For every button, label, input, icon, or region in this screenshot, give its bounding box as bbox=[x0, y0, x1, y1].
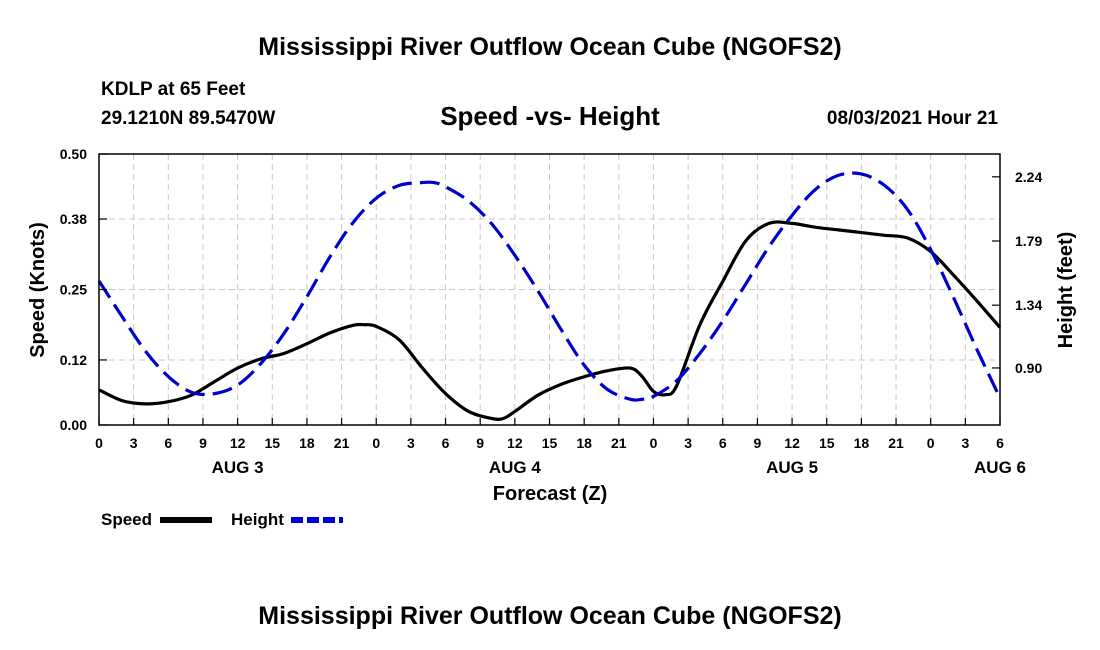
legend: Speed Height bbox=[101, 510, 343, 529]
x-tick-label: 0 bbox=[650, 435, 658, 451]
x-tick-label: 6 bbox=[719, 435, 727, 451]
location-label: 29.1210N 89.5470W bbox=[101, 108, 275, 129]
x-tick-label: 15 bbox=[819, 435, 835, 451]
x-tick-label: 21 bbox=[334, 435, 350, 451]
x-tick-label: 3 bbox=[961, 435, 969, 451]
grid bbox=[99, 154, 1000, 425]
x-tick-label: 12 bbox=[507, 435, 523, 451]
x-tick-label: 9 bbox=[199, 435, 207, 451]
x-tick-label: 15 bbox=[264, 435, 280, 451]
y-tick-label: 0.00 bbox=[60, 417, 87, 433]
x-tick-label: 9 bbox=[476, 435, 484, 451]
chart-main-title: Mississippi River Outflow Ocean Cube (NG… bbox=[258, 33, 841, 61]
y2-axis-label: Height (feet) bbox=[1055, 232, 1077, 349]
y-axis-label: Speed (Knots) bbox=[27, 222, 49, 358]
x-tick-label: 18 bbox=[854, 435, 870, 451]
axis-ticks bbox=[98, 153, 1001, 426]
x-tick-label: 12 bbox=[784, 435, 800, 451]
series-line-speed bbox=[98, 220, 1002, 421]
x-tick-label: 21 bbox=[888, 435, 904, 451]
x-tick-label: 3 bbox=[130, 435, 138, 451]
datetime-label: 08/03/2021 Hour 21 bbox=[827, 108, 999, 129]
x-tick-label: 3 bbox=[684, 435, 692, 451]
y-tick-label: 0.50 bbox=[60, 146, 87, 162]
y-tick-label: 0.38 bbox=[60, 211, 87, 227]
x-tick-label: 18 bbox=[576, 435, 592, 451]
series-layer bbox=[97, 171, 1002, 421]
x-tick-label: 6 bbox=[164, 435, 172, 451]
y2-tick-label: 1.34 bbox=[1015, 297, 1042, 313]
chart-subtitle: Speed -vs- Height bbox=[440, 101, 660, 131]
x-tick-label: 12 bbox=[230, 435, 246, 451]
x-tick-label: 18 bbox=[299, 435, 315, 451]
y2-tick-label: 1.79 bbox=[1015, 233, 1042, 249]
series-line-height bbox=[97, 171, 1002, 402]
x-tick-label: 0 bbox=[372, 435, 380, 451]
y-tick-label: 0.12 bbox=[60, 352, 87, 368]
x-tick-label: 6 bbox=[996, 435, 1004, 451]
x-axis-label: Forecast (Z) bbox=[493, 483, 607, 505]
x-tick-label: 9 bbox=[754, 435, 762, 451]
y2-tick-label: 0.90 bbox=[1015, 360, 1042, 376]
x-tick-label: 3 bbox=[407, 435, 415, 451]
tick-labels: 0 3 6 9 12 15 18 21 0 3 6 9 12 15 18 21 0 3 6 9 12 15 18 21 0 3 6 A… bbox=[60, 146, 1043, 477]
x-date-label: AUG 6 bbox=[974, 458, 1026, 477]
y2-tick-label: 2.24 bbox=[1015, 169, 1042, 185]
x-tick-label: 21 bbox=[611, 435, 627, 451]
footer-title: Mississippi River Outflow Ocean Cube (NG… bbox=[258, 602, 841, 630]
station-label: KDLP at 65 Feet bbox=[101, 79, 246, 100]
x-tick-label: 15 bbox=[542, 435, 558, 451]
legend-label-speed: Speed bbox=[101, 510, 152, 529]
x-tick-label: 0 bbox=[95, 435, 103, 451]
x-date-label: AUG 4 bbox=[489, 458, 542, 477]
x-tick-label: 0 bbox=[927, 435, 935, 451]
x-date-label: AUG 3 bbox=[212, 458, 264, 477]
x-date-label: AUG 5 bbox=[766, 458, 818, 477]
legend-label-height: Height bbox=[231, 510, 284, 529]
y-tick-label: 0.25 bbox=[60, 282, 87, 298]
x-tick-label: 6 bbox=[442, 435, 450, 451]
